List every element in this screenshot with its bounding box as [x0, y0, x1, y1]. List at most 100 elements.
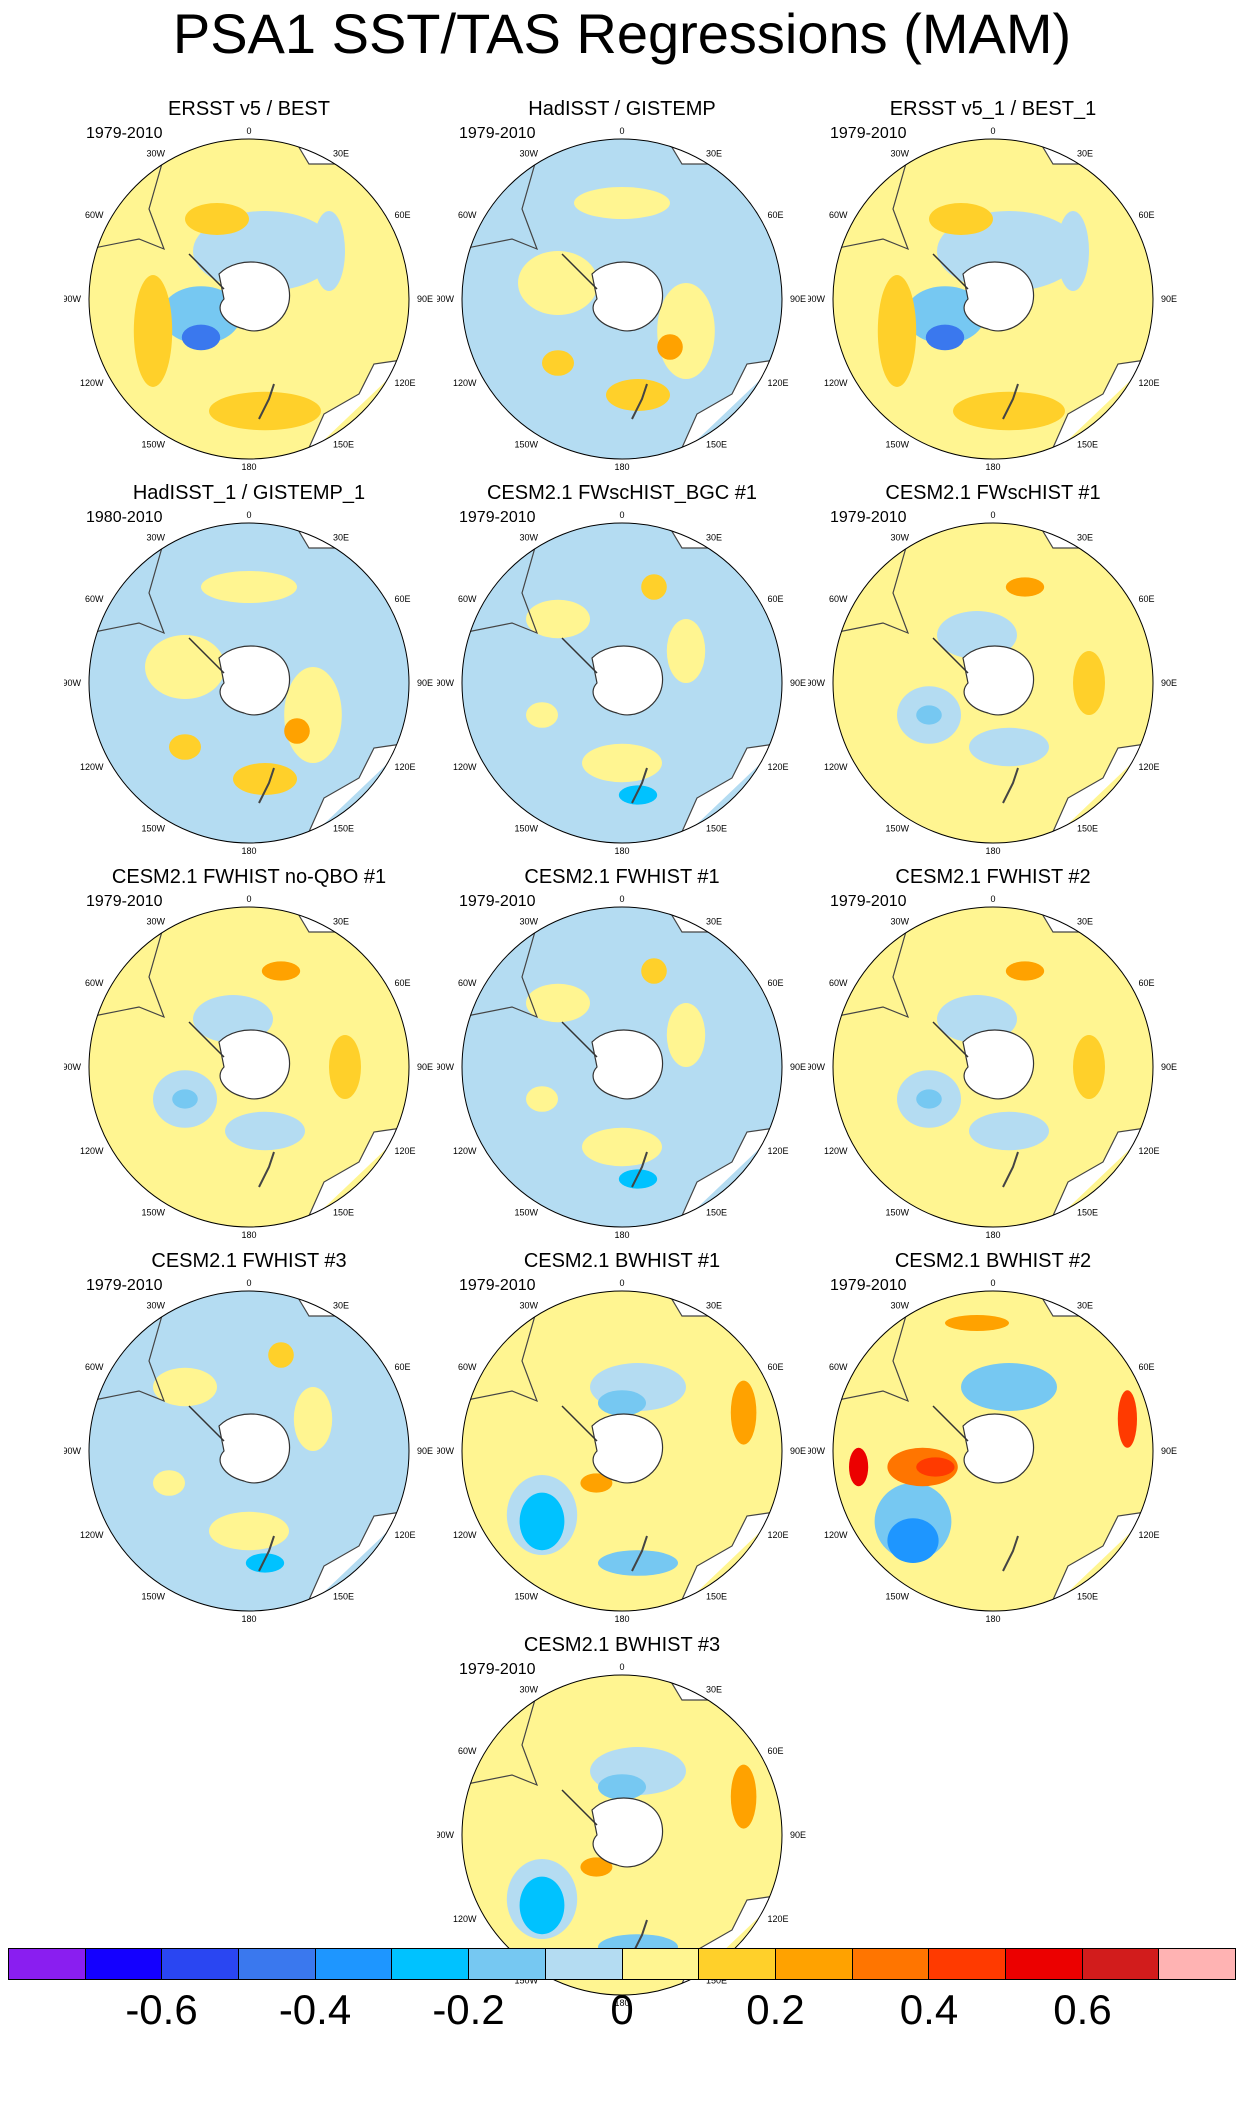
map-panel: 0 30E 60E 90E 120E 150E 180 150W 120W 90W 60W 30W ER… [64, 97, 434, 472]
anomaly-region [233, 763, 297, 795]
longitude-label: 180 [985, 846, 1000, 856]
australia-coastline [303, 1510, 409, 1611]
longitude-label: 180 [614, 1998, 629, 2008]
longitude-label: 30E [333, 533, 349, 543]
colorbar-tick-label: 0.2 [746, 1986, 805, 2033]
new-zealand-coastline [631, 767, 648, 804]
longitude-label: 0 [619, 1662, 624, 1672]
colorbar-swatch [545, 1949, 623, 1979]
anomaly-region [905, 286, 985, 344]
longitude-label: 120E [767, 762, 788, 772]
antarctica-landmass [591, 1029, 664, 1100]
map-panel: 0 30E 60E 90E 120E 150E 180 150W 120W 90W 60W 30W CE… [437, 1633, 807, 2008]
longitude-label: 120W [824, 762, 848, 772]
figure-title: PSA1 SST/TAS Regressions (MAM) [172, 2, 1072, 65]
panel-title: HadISST / GISTEMP [528, 98, 716, 120]
panel-year-range: 1979-2010 [459, 125, 536, 142]
antarctica-landmass [962, 1029, 1035, 1100]
anomaly-region [916, 705, 942, 725]
longitude-label: 30W [890, 533, 909, 543]
anomaly-region [181, 324, 221, 351]
anomaly-region [519, 1876, 565, 1935]
longitude-label: 180 [241, 462, 256, 472]
longitude-label: 120E [767, 1146, 788, 1156]
longitude-label: 120E [394, 1530, 415, 1540]
south-america-coastline [833, 907, 914, 1019]
panel-year-range: 1980-2010 [86, 509, 163, 526]
longitude-label: 90W [808, 1062, 825, 1072]
anomaly-region [925, 324, 965, 351]
anomaly-region [225, 1111, 305, 1151]
longitude-label: 120E [1138, 762, 1159, 772]
anomaly-region [657, 334, 683, 360]
map-panel: 0 30E 60E 90E 120E 150E 180 150W 120W 90W 60W 30W CE… [808, 481, 1178, 856]
polar-map: 0 30E 60E 90E 120E 150E 180 150W 120W 90W 60W 30W [808, 894, 1177, 1240]
panel-year-range: 1979-2010 [86, 893, 163, 910]
longitude-label: 150W [514, 1207, 538, 1217]
new-zealand-coastline [258, 767, 275, 804]
panel-title: CESM2.1 FWHIST #2 [895, 866, 1091, 888]
longitude-label: 120E [767, 378, 788, 388]
anomaly-region [185, 203, 249, 235]
longitude-label: 180 [985, 1230, 1000, 1240]
longitude-label: 90W [64, 1062, 81, 1072]
longitude-label: 60W [458, 1746, 477, 1756]
map-boundary [461, 1290, 783, 1612]
longitude-label: 30E [1077, 917, 1093, 927]
map-boundary [461, 138, 783, 460]
longitude-label: 150W [141, 1591, 165, 1601]
longitude-label: 90E [417, 678, 433, 688]
panel-year-range: 1979-2010 [86, 125, 163, 142]
australia-coastline [1047, 1510, 1153, 1611]
longitude-label: 30W [519, 149, 538, 159]
peninsula-coastline [932, 637, 969, 674]
anomaly-region [145, 635, 225, 699]
panel-year-range: 1979-2010 [86, 1277, 163, 1294]
anomaly-region [657, 283, 715, 379]
anomaly-region [245, 1553, 285, 1573]
longitude-label: 0 [246, 1278, 251, 1288]
antarctica-landmass [962, 645, 1035, 716]
antarctica-landmass [591, 645, 664, 716]
longitude-label: 30W [146, 1301, 165, 1311]
longitude-label: 30E [1077, 1301, 1093, 1311]
polar-map: 0 30E 60E 90E 120E 150E 180 150W 120W 90W 60W 30W [64, 894, 433, 1240]
longitude-label: 120W [80, 762, 104, 772]
south-america-coastline [462, 1291, 543, 1403]
anomaly-region [133, 275, 173, 387]
anomaly-region [293, 1387, 333, 1451]
longitude-label: 60W [458, 210, 477, 220]
australia-coastline [1047, 1126, 1153, 1227]
anomaly-region [313, 211, 345, 291]
longitude-label: 60W [829, 594, 848, 604]
longitude-label: 60W [458, 978, 477, 988]
map-boundary [461, 906, 783, 1228]
longitude-label: 120E [767, 1914, 788, 1924]
panel-title: HadISST_1 / GISTEMP_1 [132, 482, 366, 504]
longitude-label: 150E [706, 1591, 727, 1601]
anomaly-region [666, 619, 706, 683]
polar-map: 0 30E 60E 90E 120E 150E 180 150W 120W 90W 60W 30W [808, 1278, 1177, 1624]
anomaly-region [1005, 577, 1045, 597]
colorbar-tick-label: -0.6 [125, 1986, 198, 2033]
anomaly-region [598, 1390, 646, 1416]
anomaly-region [730, 1764, 757, 1829]
longitude-label: 120E [394, 1146, 415, 1156]
australia-coastline [676, 742, 782, 843]
map-boundary [832, 906, 1154, 1228]
longitude-label: 150E [333, 1207, 354, 1217]
anomaly-region [1117, 1390, 1137, 1448]
longitude-label: 150W [141, 1207, 165, 1217]
longitude-label: 60E [767, 1746, 783, 1756]
antarctica-landmass [218, 1413, 291, 1484]
anomaly-region [641, 574, 667, 600]
australia-coastline [303, 1126, 409, 1227]
longitude-label: 150E [706, 823, 727, 833]
longitude-label: 30W [146, 149, 165, 159]
anomaly-region [582, 1127, 662, 1167]
longitude-label: 30E [1077, 149, 1093, 159]
colorbar-swatch [852, 1949, 930, 1979]
panel-year-range: 1979-2010 [459, 509, 536, 526]
australia-coastline [303, 742, 409, 843]
peninsula-coastline [188, 1405, 225, 1442]
